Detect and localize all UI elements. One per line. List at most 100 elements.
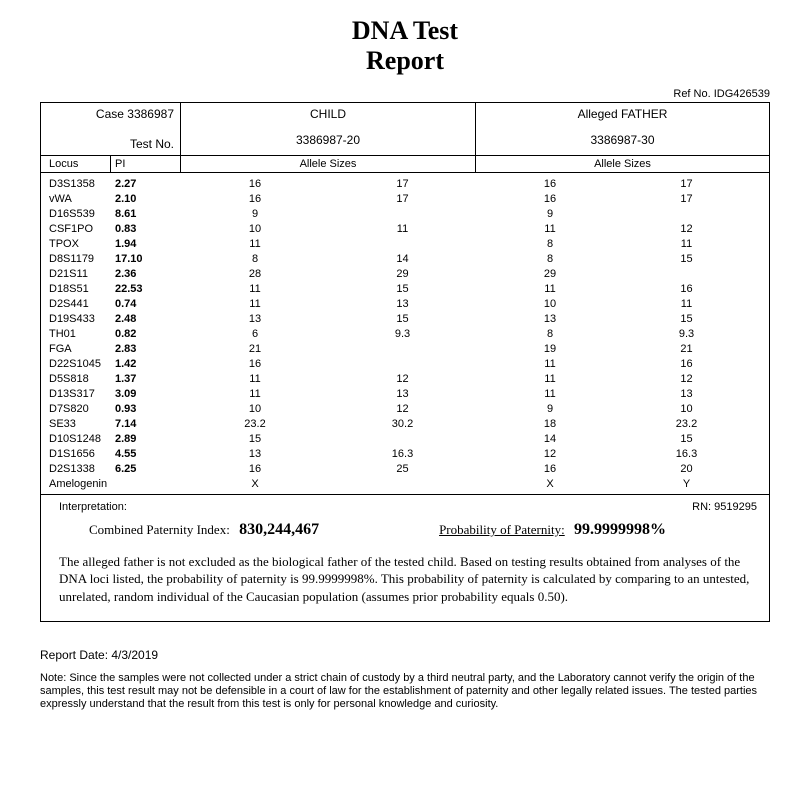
header-row: Case 3386987 Test No. CHILD 3386987-20 A… — [41, 103, 769, 156]
table-row: D1S16564.551316.31216.3 — [41, 447, 769, 462]
child-allele-1: 15 — [181, 432, 329, 447]
table-row: vWA2.1016171617 — [41, 192, 769, 207]
probability-value: 99.9999998% — [574, 521, 666, 538]
pi-cell: 4.55 — [111, 447, 181, 462]
pi-cell: 1.37 — [111, 372, 181, 387]
pi-cell — [111, 477, 181, 492]
locus-cell: D5S818 — [41, 372, 111, 387]
locus-cell: SE33 — [41, 417, 111, 432]
probability-label: Probability of Paternity: — [439, 522, 565, 537]
child-allele-2: 16.3 — [329, 447, 476, 462]
table-row: TPOX1.9411811 — [41, 237, 769, 252]
locus-cell: D8S1179 — [41, 252, 111, 267]
pi-cell: 2.89 — [111, 432, 181, 447]
pi-cell: 0.83 — [111, 222, 181, 237]
locus-cell: D2S441 — [41, 297, 111, 312]
locus-cell: D7S820 — [41, 402, 111, 417]
child-allele-1: 10 — [181, 222, 329, 237]
child-allele-2: 12 — [329, 402, 476, 417]
subheader-row: Locus PI Allele Sizes Allele Sizes — [41, 156, 769, 173]
child-allele-1: 8 — [181, 252, 329, 267]
father-heading: Alleged FATHER — [476, 103, 769, 121]
father-allele-2: 16.3 — [624, 447, 769, 462]
father-allele-1: 9 — [476, 402, 624, 417]
father-allele-2: 12 — [624, 372, 769, 387]
child-allele-2 — [329, 432, 476, 447]
pi-cell: 22.53 — [111, 282, 181, 297]
child-allele-1: 16 — [181, 357, 329, 372]
locus-cell: D1S1656 — [41, 447, 111, 462]
father-allele-1: 10 — [476, 297, 624, 312]
child-allele-1: 11 — [181, 297, 329, 312]
father-allele-2: 23.2 — [624, 417, 769, 432]
table-row: D13S3173.0911131113 — [41, 387, 769, 402]
father-allele-1: 12 — [476, 447, 624, 462]
locus-cell: D2S1338 — [41, 462, 111, 477]
table-row: AmelogeninXXY — [41, 477, 769, 492]
table-row: CSF1PO0.8310111112 — [41, 222, 769, 237]
child-allele-1: 21 — [181, 342, 329, 357]
locus-cell: Amelogenin — [41, 477, 111, 492]
child-allele-2: 13 — [329, 387, 476, 402]
rn-number: RN: 9519295 — [692, 501, 757, 513]
father-allele-1: 18 — [476, 417, 624, 432]
father-allele-2: 16 — [624, 282, 769, 297]
child-allele-2: 12 — [329, 372, 476, 387]
father-allele-1: 29 — [476, 267, 624, 282]
child-allele-2: 15 — [329, 282, 476, 297]
child-allele-1: 23.2 — [181, 417, 329, 432]
subhdr-allele-father: Allele Sizes — [476, 156, 769, 172]
child-allele-1: 28 — [181, 267, 329, 282]
pi-cell: 2.10 — [111, 192, 181, 207]
locus-cell: vWA — [41, 192, 111, 207]
table-row: D16S5398.6199 — [41, 207, 769, 222]
cpi-value: 830,244,467 — [239, 521, 319, 538]
pi-cell: 2.83 — [111, 342, 181, 357]
father-allele-2: 15 — [624, 312, 769, 327]
locus-cell: D22S1045 — [41, 357, 111, 372]
pi-cell: 8.61 — [111, 207, 181, 222]
child-allele-1: X — [181, 477, 329, 492]
interpretation-section: Interpretation: RN: 9519295 Combined Pat… — [41, 495, 769, 622]
child-allele-2: 13 — [329, 297, 476, 312]
father-allele-2: 11 — [624, 237, 769, 252]
child-testno: 3386987-20 — [181, 121, 475, 151]
locus-cell: D19S433 — [41, 312, 111, 327]
pi-cell: 17.10 — [111, 252, 181, 267]
report-title: DNA Test Report — [40, 16, 770, 76]
pi-cell: 6.25 — [111, 462, 181, 477]
child-allele-2: 29 — [329, 267, 476, 282]
case-number: Case 3386987 — [41, 103, 180, 121]
father-allele-1: 16 — [476, 462, 624, 477]
father-allele-1: 8 — [476, 237, 624, 252]
father-allele-2: 17 — [624, 177, 769, 192]
table-row: D8S117917.10814815 — [41, 252, 769, 267]
table-row: D21S112.36282929 — [41, 267, 769, 282]
locus-cell: FGA — [41, 342, 111, 357]
father-allele-1: 9 — [476, 207, 624, 222]
child-allele-2: 17 — [329, 177, 476, 192]
father-allele-1: 11 — [476, 282, 624, 297]
child-allele-1: 10 — [181, 402, 329, 417]
report-page: DNA Test Report Ref No. IDG426539 Case 3… — [0, 0, 810, 730]
father-allele-1: X — [476, 477, 624, 492]
child-allele-1: 13 — [181, 447, 329, 462]
cpi-label: Combined Paternity Index: — [89, 522, 230, 537]
pi-cell: 3.09 — [111, 387, 181, 402]
locus-cell: D16S539 — [41, 207, 111, 222]
father-allele-1: 19 — [476, 342, 624, 357]
pi-cell: 0.82 — [111, 327, 181, 342]
locus-cell: D21S11 — [41, 267, 111, 282]
father-allele-1: 11 — [476, 387, 624, 402]
father-allele-2: 9.3 — [624, 327, 769, 342]
ref-no: Ref No. IDG426539 — [40, 88, 770, 100]
child-allele-2: 25 — [329, 462, 476, 477]
father-allele-1: 8 — [476, 252, 624, 267]
child-allele-2: 17 — [329, 192, 476, 207]
subhdr-pi: PI — [111, 156, 181, 172]
pi-cell: 2.48 — [111, 312, 181, 327]
locus-cell: CSF1PO — [41, 222, 111, 237]
subhdr-allele-child: Allele Sizes — [181, 156, 476, 172]
child-allele-2: 9.3 — [329, 327, 476, 342]
father-allele-1: 8 — [476, 327, 624, 342]
